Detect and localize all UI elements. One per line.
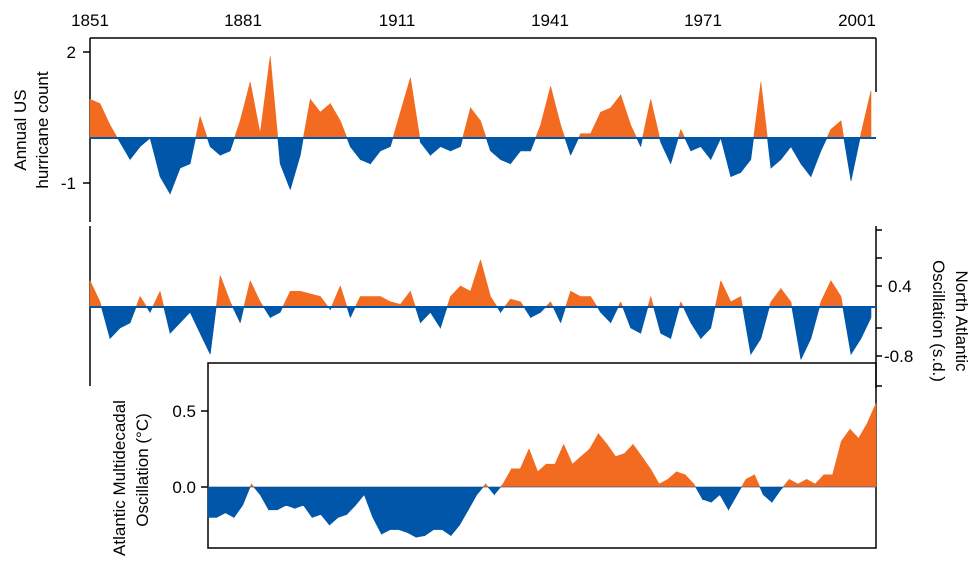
- x-tick-label: 1971: [684, 11, 722, 30]
- x-tick-label: 1941: [531, 11, 569, 30]
- amo-frame: [207, 362, 877, 549]
- hurricanes-negative-area: [90, 137, 871, 196]
- amo-y-label: Atlantic Multidecadal: [110, 400, 129, 556]
- amo-negative-area: [207, 486, 876, 538]
- hurricane-panel: 2 -1 Annual US hurricane count: [11, 37, 877, 222]
- nao-y-tick-label: -0.8: [884, 347, 913, 366]
- x-tick-label: 2001: [838, 11, 876, 30]
- amo-y-tick-label: 0.5: [172, 402, 196, 421]
- amo-y-tick-label: 0.0: [172, 478, 196, 497]
- x-axis-tick-labels: 1851 1881 1911 1941 1971 2001: [71, 11, 876, 30]
- x-tick-label: 1881: [224, 11, 262, 30]
- nao-y-tick-label: 0.4: [888, 277, 912, 296]
- x-tick-label: 1851: [71, 11, 109, 30]
- hurricanes-positive-area: [89, 56, 872, 139]
- hurricane-y-tick-label: -1: [61, 174, 76, 193]
- x-tick-label: 1911: [379, 11, 416, 30]
- nao-y-label: Oscillation (s.d.): [929, 260, 948, 382]
- series-layer: [89, 56, 877, 538]
- amo-positive-area: [208, 403, 877, 488]
- nao-positive-area: [89, 259, 871, 308]
- nao-y-label: North Atlantic: [952, 270, 971, 372]
- amo-panel: 0.5 0.0 Atlantic Multidecadal Oscillatio…: [110, 362, 877, 556]
- amo-y-label: Oscillation (°C): [133, 413, 152, 527]
- hurricane-y-label: hurricane count: [33, 71, 52, 188]
- hurricane-y-tick-label: 2: [67, 43, 76, 62]
- hurricane-y-label: Annual US: [11, 89, 30, 170]
- nao-negative-area: [90, 306, 872, 360]
